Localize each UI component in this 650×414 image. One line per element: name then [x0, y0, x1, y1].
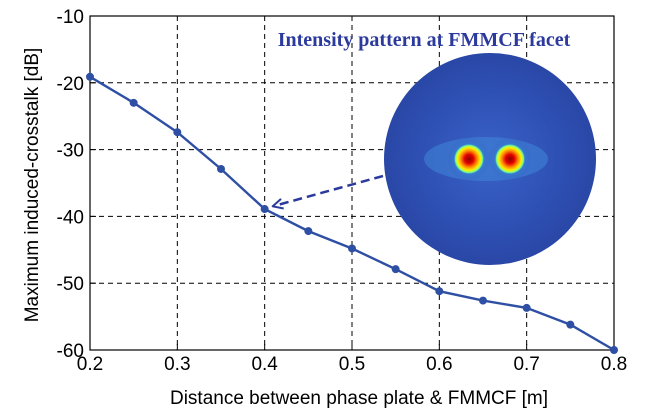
y-tick-label: -30 — [57, 141, 84, 162]
x-tick-label: 0.2 — [77, 354, 103, 375]
data-point — [304, 227, 313, 236]
x-tick-label: 0.3 — [164, 354, 190, 375]
x-tick-label: 0.4 — [251, 354, 278, 375]
data-point — [522, 303, 531, 312]
data-series — [86, 72, 618, 354]
y-tick-label: -40 — [57, 207, 84, 228]
data-point — [86, 72, 94, 81]
y-tick-label: -20 — [57, 74, 84, 95]
data-point — [479, 296, 487, 305]
left-lobe — [454, 144, 484, 174]
annotation-label: Intensity pattern at FMMCF facet — [278, 29, 571, 51]
y-axis-ticks: -10 -20 -30 -40 -50 -60 — [57, 7, 96, 362]
intensity-pattern-inset — [384, 53, 596, 265]
annotation-arrow — [274, 174, 384, 206]
y-axis-title: Maximum induced-crosstalk [dB] — [22, 48, 43, 323]
data-point — [610, 346, 618, 354]
data-point — [566, 320, 575, 329]
data-point — [391, 265, 400, 274]
x-axis-ticks: 0.2 0.3 0.4 0.5 0.6 0.7 0.8 — [77, 344, 627, 375]
data-point — [217, 164, 225, 173]
x-tick-label: 0.7 — [513, 354, 539, 375]
x-tick-label: 0.5 — [339, 354, 365, 375]
data-point — [173, 128, 182, 137]
right-lobe — [495, 144, 525, 174]
x-axis-title: Distance between phase plate & FMMCF [m] — [170, 388, 548, 409]
x-tick-label: 0.6 — [426, 354, 452, 375]
y-tick-label: -50 — [57, 274, 84, 295]
data-point — [129, 98, 138, 107]
data-point — [348, 244, 356, 253]
data-point — [435, 287, 444, 296]
data-point — [260, 205, 269, 214]
y-tick-label: -10 — [57, 7, 84, 28]
y-tick-label: -60 — [57, 341, 84, 362]
x-tick-label: 0.8 — [601, 354, 627, 375]
